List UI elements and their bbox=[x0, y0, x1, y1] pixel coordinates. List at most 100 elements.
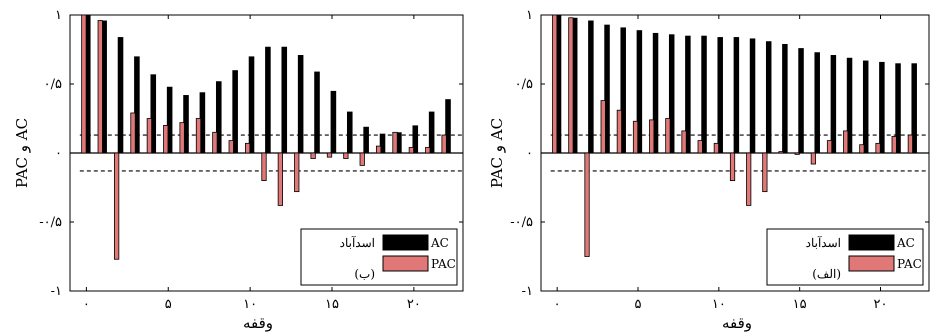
x-tick-label: ۱۵ bbox=[793, 297, 807, 312]
ac-bar bbox=[571, 17, 578, 154]
panel-label: (ب) bbox=[354, 267, 375, 281]
legend-box bbox=[300, 228, 458, 286]
ac-bar bbox=[330, 90, 337, 153]
pac-bar bbox=[810, 152, 816, 165]
chart-panel-alef: PAC و AC وقفه -۱-۰/۵۰۰/۵۱۰ ۵ ۱۰ ۱۵ ۲۰ACPACاس… bbox=[488, 8, 930, 332]
x-tick-label: ۰ bbox=[83, 297, 90, 312]
ac-bar bbox=[232, 70, 238, 153]
pac-bar bbox=[713, 142, 719, 154]
x-axis-label: وقفه bbox=[722, 314, 752, 332]
ac-bar bbox=[363, 126, 369, 153]
ac-bar bbox=[911, 63, 917, 153]
ac-bar bbox=[215, 81, 222, 153]
pac-bar bbox=[697, 140, 703, 154]
legend-box bbox=[766, 228, 924, 286]
pac-bar bbox=[179, 122, 185, 154]
pac-bar bbox=[163, 125, 169, 154]
ac-bar bbox=[101, 20, 107, 153]
ac-bar bbox=[620, 27, 626, 154]
ac-bar bbox=[765, 41, 772, 153]
pac-bar bbox=[310, 152, 316, 159]
station-name: اسدآباد bbox=[806, 235, 841, 250]
y-tick-label: ۱ bbox=[526, 8, 533, 23]
ac-bar bbox=[428, 111, 435, 153]
y-tick-label: ۰/۵ bbox=[44, 77, 62, 92]
ac-bar bbox=[117, 37, 124, 153]
ac-bar bbox=[846, 57, 853, 153]
x-tick-label: ۱۰ bbox=[243, 297, 257, 312]
ac-bar bbox=[412, 125, 419, 153]
y-tick-label: -۰/۵ bbox=[39, 215, 62, 230]
pac-bar bbox=[113, 152, 120, 260]
ac-bar bbox=[379, 133, 386, 153]
pac-bar bbox=[794, 152, 800, 155]
pac-bar bbox=[146, 118, 152, 154]
ac-bar bbox=[604, 24, 610, 153]
pac-bar bbox=[584, 152, 590, 257]
ac-bar bbox=[830, 55, 837, 153]
pac-bar bbox=[326, 152, 333, 158]
pac-bar bbox=[843, 130, 849, 154]
pac-bar bbox=[392, 131, 398, 154]
pac-bar bbox=[616, 109, 622, 154]
panel-label: (الف) bbox=[812, 267, 841, 281]
y-axis-label: PAC و AC bbox=[488, 118, 506, 188]
legend-swatch-ac bbox=[382, 234, 429, 251]
pac-bar bbox=[228, 140, 234, 154]
y-tick-label: ۰ bbox=[55, 146, 62, 161]
ac-bar bbox=[749, 38, 756, 153]
ac-bar bbox=[782, 43, 788, 154]
x-tick-label: ۵ bbox=[165, 297, 172, 312]
pac-bar bbox=[632, 120, 639, 154]
ac-bar bbox=[636, 30, 643, 153]
pac-bar bbox=[375, 145, 382, 154]
ac-bar bbox=[685, 35, 691, 154]
pac-bar bbox=[665, 118, 671, 154]
legend-swatch-pac bbox=[382, 255, 429, 272]
ac-bar bbox=[445, 99, 451, 153]
x-tick-label: ۵ bbox=[635, 297, 642, 312]
pac-bar bbox=[859, 144, 865, 154]
x-tick-label: ۱۰ bbox=[712, 297, 726, 312]
pac-bar bbox=[343, 152, 349, 159]
pac-bar bbox=[600, 100, 606, 154]
pac-bar bbox=[130, 112, 136, 154]
y-tick-label: ۰ bbox=[526, 146, 533, 161]
pac-bar bbox=[261, 152, 267, 182]
ac-bar bbox=[314, 71, 320, 153]
ac-bar bbox=[297, 55, 304, 153]
ac-bar bbox=[879, 61, 885, 153]
pac-bar bbox=[649, 119, 655, 154]
pac-bar bbox=[408, 147, 414, 154]
station-name: اسدآباد bbox=[340, 235, 375, 250]
pac-bar bbox=[681, 130, 687, 154]
pac-bar bbox=[746, 152, 752, 206]
ac-bar bbox=[862, 60, 869, 153]
y-tick-label: -۰/۵ bbox=[510, 215, 533, 230]
pac-bar bbox=[212, 131, 218, 154]
ac-bar bbox=[798, 48, 804, 154]
ac-bar bbox=[166, 86, 173, 153]
ac-bar bbox=[701, 35, 707, 154]
x-tick-label: ۲۰ bbox=[407, 297, 421, 312]
pac-bar bbox=[778, 151, 784, 154]
y-tick-label: ۰/۵ bbox=[515, 77, 533, 92]
pac-bar bbox=[97, 20, 103, 154]
y-tick-label: -۱ bbox=[522, 284, 533, 299]
ac-bar bbox=[199, 92, 206, 153]
pac-bar bbox=[244, 142, 251, 154]
pac-bar bbox=[762, 152, 768, 193]
ac-bar bbox=[281, 46, 288, 153]
ac-bar bbox=[733, 37, 740, 153]
x-tick-label: ۰ bbox=[554, 297, 561, 312]
pac-bar bbox=[729, 152, 736, 182]
ac-bar bbox=[668, 34, 675, 153]
ac-bar bbox=[265, 46, 271, 153]
pac-bar bbox=[568, 17, 574, 154]
y-axis-label: PAC و AC bbox=[13, 118, 31, 188]
ac-bar bbox=[84, 15, 91, 153]
legend-label-ac: AC bbox=[896, 236, 915, 250]
pac-bar bbox=[277, 152, 283, 206]
ac-bar bbox=[248, 56, 255, 153]
